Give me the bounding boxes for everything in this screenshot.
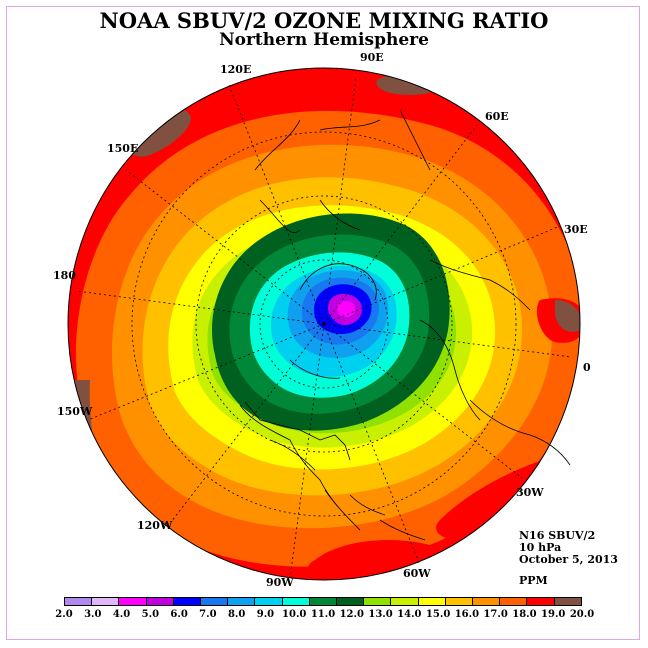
colorbar-swatch <box>337 598 365 605</box>
instrument-label: N16 SBUV/2 <box>519 529 596 542</box>
colorbar-swatch <box>65 598 93 605</box>
meridian-150e <box>125 169 325 325</box>
meridian-180 <box>76 290 325 325</box>
colorbar-tick-label: 18.0 <box>512 609 537 620</box>
lon-label-30w: 30W <box>516 486 544 499</box>
graticule <box>76 76 572 579</box>
meridian-0 <box>323 323 572 358</box>
colorbar-tick-label: 3.0 <box>84 609 102 620</box>
colorbar-tick-label: 5.0 <box>141 609 160 620</box>
colorbar-tick-label: 2.0 <box>55 609 73 620</box>
lon-label-90e: 90E <box>360 51 384 64</box>
date-label: October 5, 2013 <box>519 553 618 566</box>
colorbar-tick-label: 12.0 <box>339 609 364 620</box>
meridian-60e <box>323 124 478 325</box>
colorbar-swatch <box>173 598 202 605</box>
map-boundary <box>67 67 581 581</box>
colorbar-tick-label: 9.0 <box>256 609 275 620</box>
south-america-coast <box>349 494 426 541</box>
colorbar-swatch <box>201 598 229 605</box>
africa-coast <box>469 399 571 466</box>
colorbar-swatch <box>282 598 310 605</box>
lon-label-90w: 90W <box>266 576 294 589</box>
lon-label-30e: 30E <box>564 223 588 236</box>
colorbar <box>64 597 582 606</box>
colorbar-tick-label: 10.0 <box>282 609 307 620</box>
colorbar-swatch <box>500 598 528 605</box>
colorbar-swatch <box>119 598 147 605</box>
colorbar-tick-label: 19.0 <box>541 609 566 620</box>
eurasia-coast <box>419 259 531 421</box>
colorbar-swatch <box>228 598 256 605</box>
colorbar-tick-label: 15.0 <box>425 609 451 620</box>
meridian-120w <box>170 323 325 523</box>
colorbar-tick-label: 20.0 <box>569 609 595 620</box>
us-border <box>244 401 351 461</box>
colorbar-swatch <box>255 598 283 605</box>
figure-frame <box>6 6 640 640</box>
level-label: 10 hPa <box>519 541 562 554</box>
colorbar-tick-label: 7.0 <box>199 609 217 620</box>
colorbar-tick-label: 16.0 <box>454 609 480 620</box>
colorbar-swatch <box>527 598 555 605</box>
band-4 <box>337 301 355 317</box>
colorbar-tick-label: 4.0 <box>112 609 131 620</box>
colorbar-tick-label: 17.0 <box>483 609 508 620</box>
lat-circle-30 <box>131 131 517 517</box>
colorbar-swatch <box>309 598 338 605</box>
units-label: PPM <box>519 574 548 587</box>
colorbar-swatch <box>418 598 446 605</box>
lon-label-120w: 120W <box>137 519 173 532</box>
lon-label-120e: 120E <box>220 63 251 76</box>
page-title: NOAA SBUV/2 OZONE MIXING RATIO <box>99 8 549 33</box>
colorbar-tick-label: 13.0 <box>368 609 393 620</box>
colorbar-swatch <box>445 598 474 605</box>
colorbar-tick-label: 14.0 <box>397 609 422 620</box>
lon-label-150w: 150W <box>57 405 93 418</box>
page-subtitle: Northern Hemisphere <box>219 30 429 50</box>
meridian-90e <box>323 76 357 325</box>
colorbar-swatch <box>391 598 419 605</box>
colorbar-swatch <box>92 598 120 605</box>
lon-label-150e: 150E <box>107 142 138 155</box>
lat-circle-70 <box>259 259 389 389</box>
band-20-patch-e <box>555 300 580 332</box>
colorbar-swatch <box>473 598 501 605</box>
colorbar-swatch <box>554 598 581 605</box>
colorbar-swatch <box>364 598 392 605</box>
band-20-patch-n <box>376 74 445 95</box>
meridian-30w <box>323 323 523 479</box>
colorbar-swatch <box>146 598 174 605</box>
lat-circle-50 <box>195 195 453 453</box>
longitude-labels: 90E 60E 30E 0 30W 60W 90W 120W 150W 180 … <box>53 51 591 589</box>
lon-label-60e: 60E <box>485 110 509 123</box>
colorbar-tick-label: 11.0 <box>310 609 336 620</box>
north-america-coast <box>239 404 361 531</box>
colorbar-tick-label: 6.0 <box>170 609 188 620</box>
lon-label-60w: 60W <box>403 567 431 580</box>
lon-label-180: 180 <box>53 269 76 282</box>
siberia-coast <box>259 199 361 233</box>
colorbar-tick-label: 8.0 <box>227 609 246 620</box>
ozone-contours <box>68 68 580 580</box>
lon-label-0: 0 <box>583 361 591 374</box>
asia-coast <box>254 109 431 171</box>
